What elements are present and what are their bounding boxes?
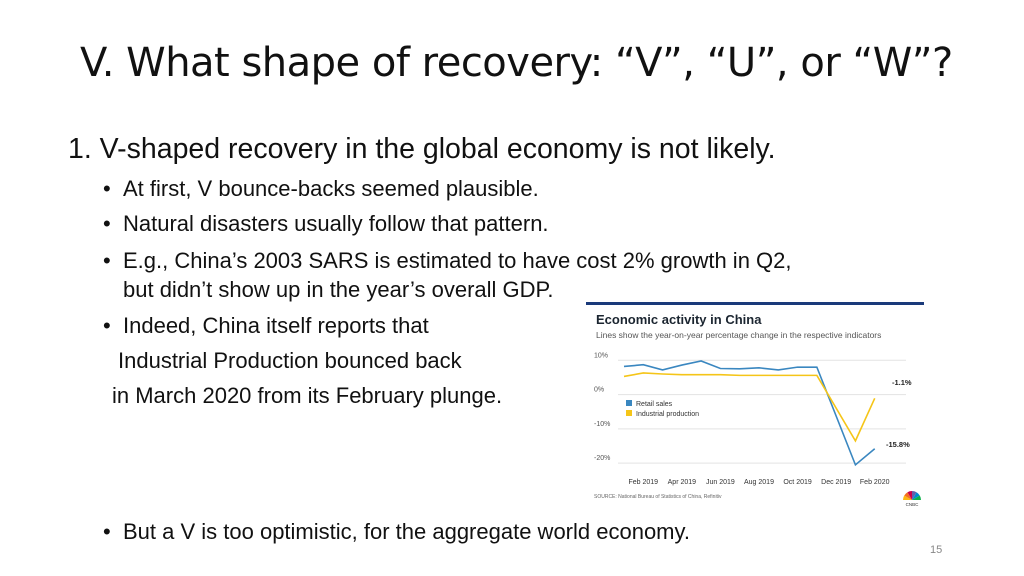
x-tick-label: Aug 2019 [744,479,774,486]
cnbc-logo-petal [912,492,920,500]
bullet-item: • Natural disasters usually follow that p… [103,211,549,237]
x-tick-label: Apr 2019 [668,479,697,486]
series-line-industrial-production [623,372,876,443]
bullet-dot-icon: • [103,313,111,338]
cnbc-logo-petal [904,492,912,500]
bullet-dot-icon: • [103,211,111,236]
chart-top-rule [586,302,924,305]
bullet-item: • But a V is too optimistic, for the aggr… [103,519,690,545]
x-tick-label: Feb 2019 [628,479,658,486]
cnbc-logo-petal [912,491,917,500]
y-tick-label: 10% [594,352,608,359]
bullet-text: Indeed, China itself reports that [123,313,429,338]
bullet-item: • E.g., China’s 2003 SARS is estimated to… [103,248,792,274]
chart-container: Economic activity in China Lines show th… [588,302,924,510]
bullet-text: Natural disasters usually follow that pa… [123,211,549,236]
annotation-label: -1.1% [892,378,912,387]
page-number: 15 [930,544,943,556]
x-tick-label: Dec 2019 [821,479,851,486]
cnbc-logo-petal [912,495,921,500]
bullet-item: • Indeed, China itself reports that [103,313,429,339]
bullet-dot-icon: • [103,519,111,544]
cnbc-logo-petal [903,495,912,500]
legend-swatch [626,410,632,416]
chart-source: SOURCE: National Bureau of Statistics of… [594,494,722,500]
x-tick-label: Oct 2019 [783,479,812,486]
bullet-dot-icon: • [103,248,111,273]
bullet-text: E.g., China’s 2003 SARS is estimated to … [123,248,792,273]
bullet-text: But a V is too optimistic, for the aggre… [123,519,690,544]
y-tick-label: -10% [594,421,610,428]
bullet-continuation: but didn’t show up in the year’s overall… [123,277,554,302]
chart-subtitle: Lines show the year-on-year percentage c… [596,330,882,340]
chart-title: Economic activity in China [596,312,762,327]
bullet-dot-icon: • [103,176,111,201]
bullet-continuation: Industrial Production bounced back [118,348,462,373]
chart-svg: 10% 0% -10% -20% Feb 2019 Apr 2019 Jun 2019 Aug… [594,352,921,507]
x-tick-label: Jun 2019 [706,479,735,486]
y-tick-label: 0% [594,387,604,394]
legend-swatch [626,400,632,406]
legend-label: Retail sales [636,401,673,408]
slide-title: V. What shape of recovery: “V”, “U”, or … [80,40,953,86]
x-tick-label: Feb 2020 [860,479,890,486]
y-tick-label: -20% [594,455,610,462]
cnbc-logo-text: CNBC [906,502,920,507]
legend-label: Industrial production [636,411,699,418]
main-point: 1. V-shaped recovery in the global econo… [68,133,776,165]
cnbc-logo-petal [907,491,912,500]
bullet-item: • At first, V bounce-backs seemed plausib… [103,176,539,202]
bullet-continuation: in March 2020 from its February plunge. [112,383,503,408]
series-line-retail-sales [623,360,876,467]
annotation-label: -15.8% [886,440,910,449]
bullet-text: At first, V bounce-backs seemed plausibl… [123,176,539,201]
